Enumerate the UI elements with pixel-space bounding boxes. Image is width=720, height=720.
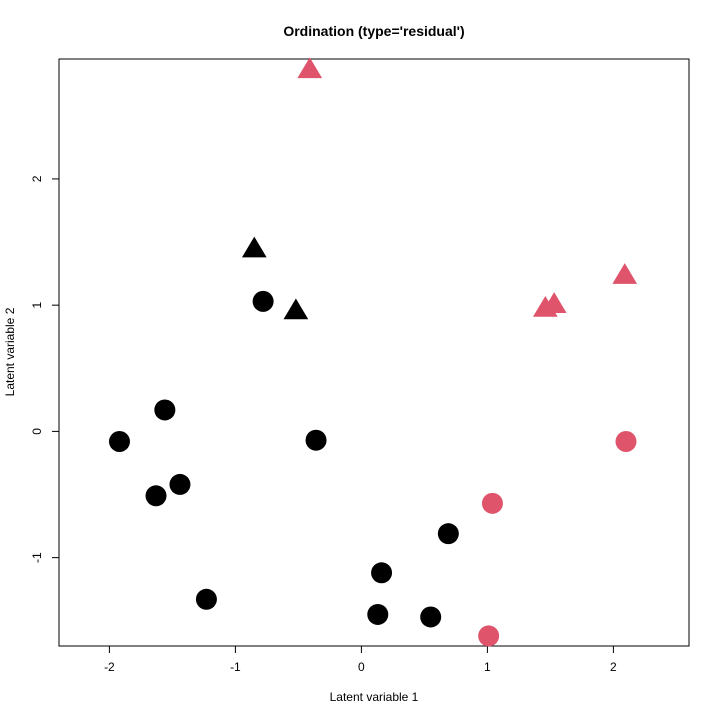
black-circle-point (252, 290, 274, 312)
black-circle-point (420, 606, 442, 628)
red-circle-point (481, 492, 503, 514)
data-points (108, 57, 638, 647)
y-axis-label: Latent variable 2 (3, 307, 17, 396)
black-circle-point (145, 485, 167, 507)
red-circle-point (478, 625, 500, 647)
y-tick-label: 1 (30, 302, 44, 309)
x-tick-label: -1 (230, 660, 241, 674)
black-circle-point (195, 588, 217, 610)
y-tick-label: 2 (30, 175, 44, 182)
black-circle-point (367, 603, 389, 625)
red-triangle-point (612, 263, 638, 284)
black-circle-point (305, 429, 327, 451)
black-triangle-point (241, 236, 267, 258)
red-triangle-point (297, 57, 323, 79)
black-circle-point (169, 473, 191, 495)
x-tick-label: 2 (610, 660, 617, 674)
y-axis: -1 0 1 2 (30, 175, 60, 563)
y-tick-label: -1 (30, 552, 44, 563)
red-circle-point (615, 430, 637, 452)
black-circle-point (437, 523, 459, 545)
black-triangle-point (283, 298, 309, 320)
chart-title: Ordination (type='residual') (283, 23, 464, 39)
black-circle-point (108, 430, 130, 452)
y-tick-label: 0 (30, 428, 44, 435)
x-tick-label: -2 (104, 660, 115, 674)
plot-frame (58, 58, 690, 647)
red-triangle-point (541, 292, 567, 313)
black-circle-point (371, 562, 393, 584)
x-tick-label: 0 (358, 660, 365, 674)
x-axis-label: Latent variable 1 (330, 690, 419, 704)
x-axis: -2 -1 0 1 2 (104, 645, 617, 674)
x-tick-label: 1 (484, 660, 491, 674)
black-circle-point (154, 399, 176, 421)
